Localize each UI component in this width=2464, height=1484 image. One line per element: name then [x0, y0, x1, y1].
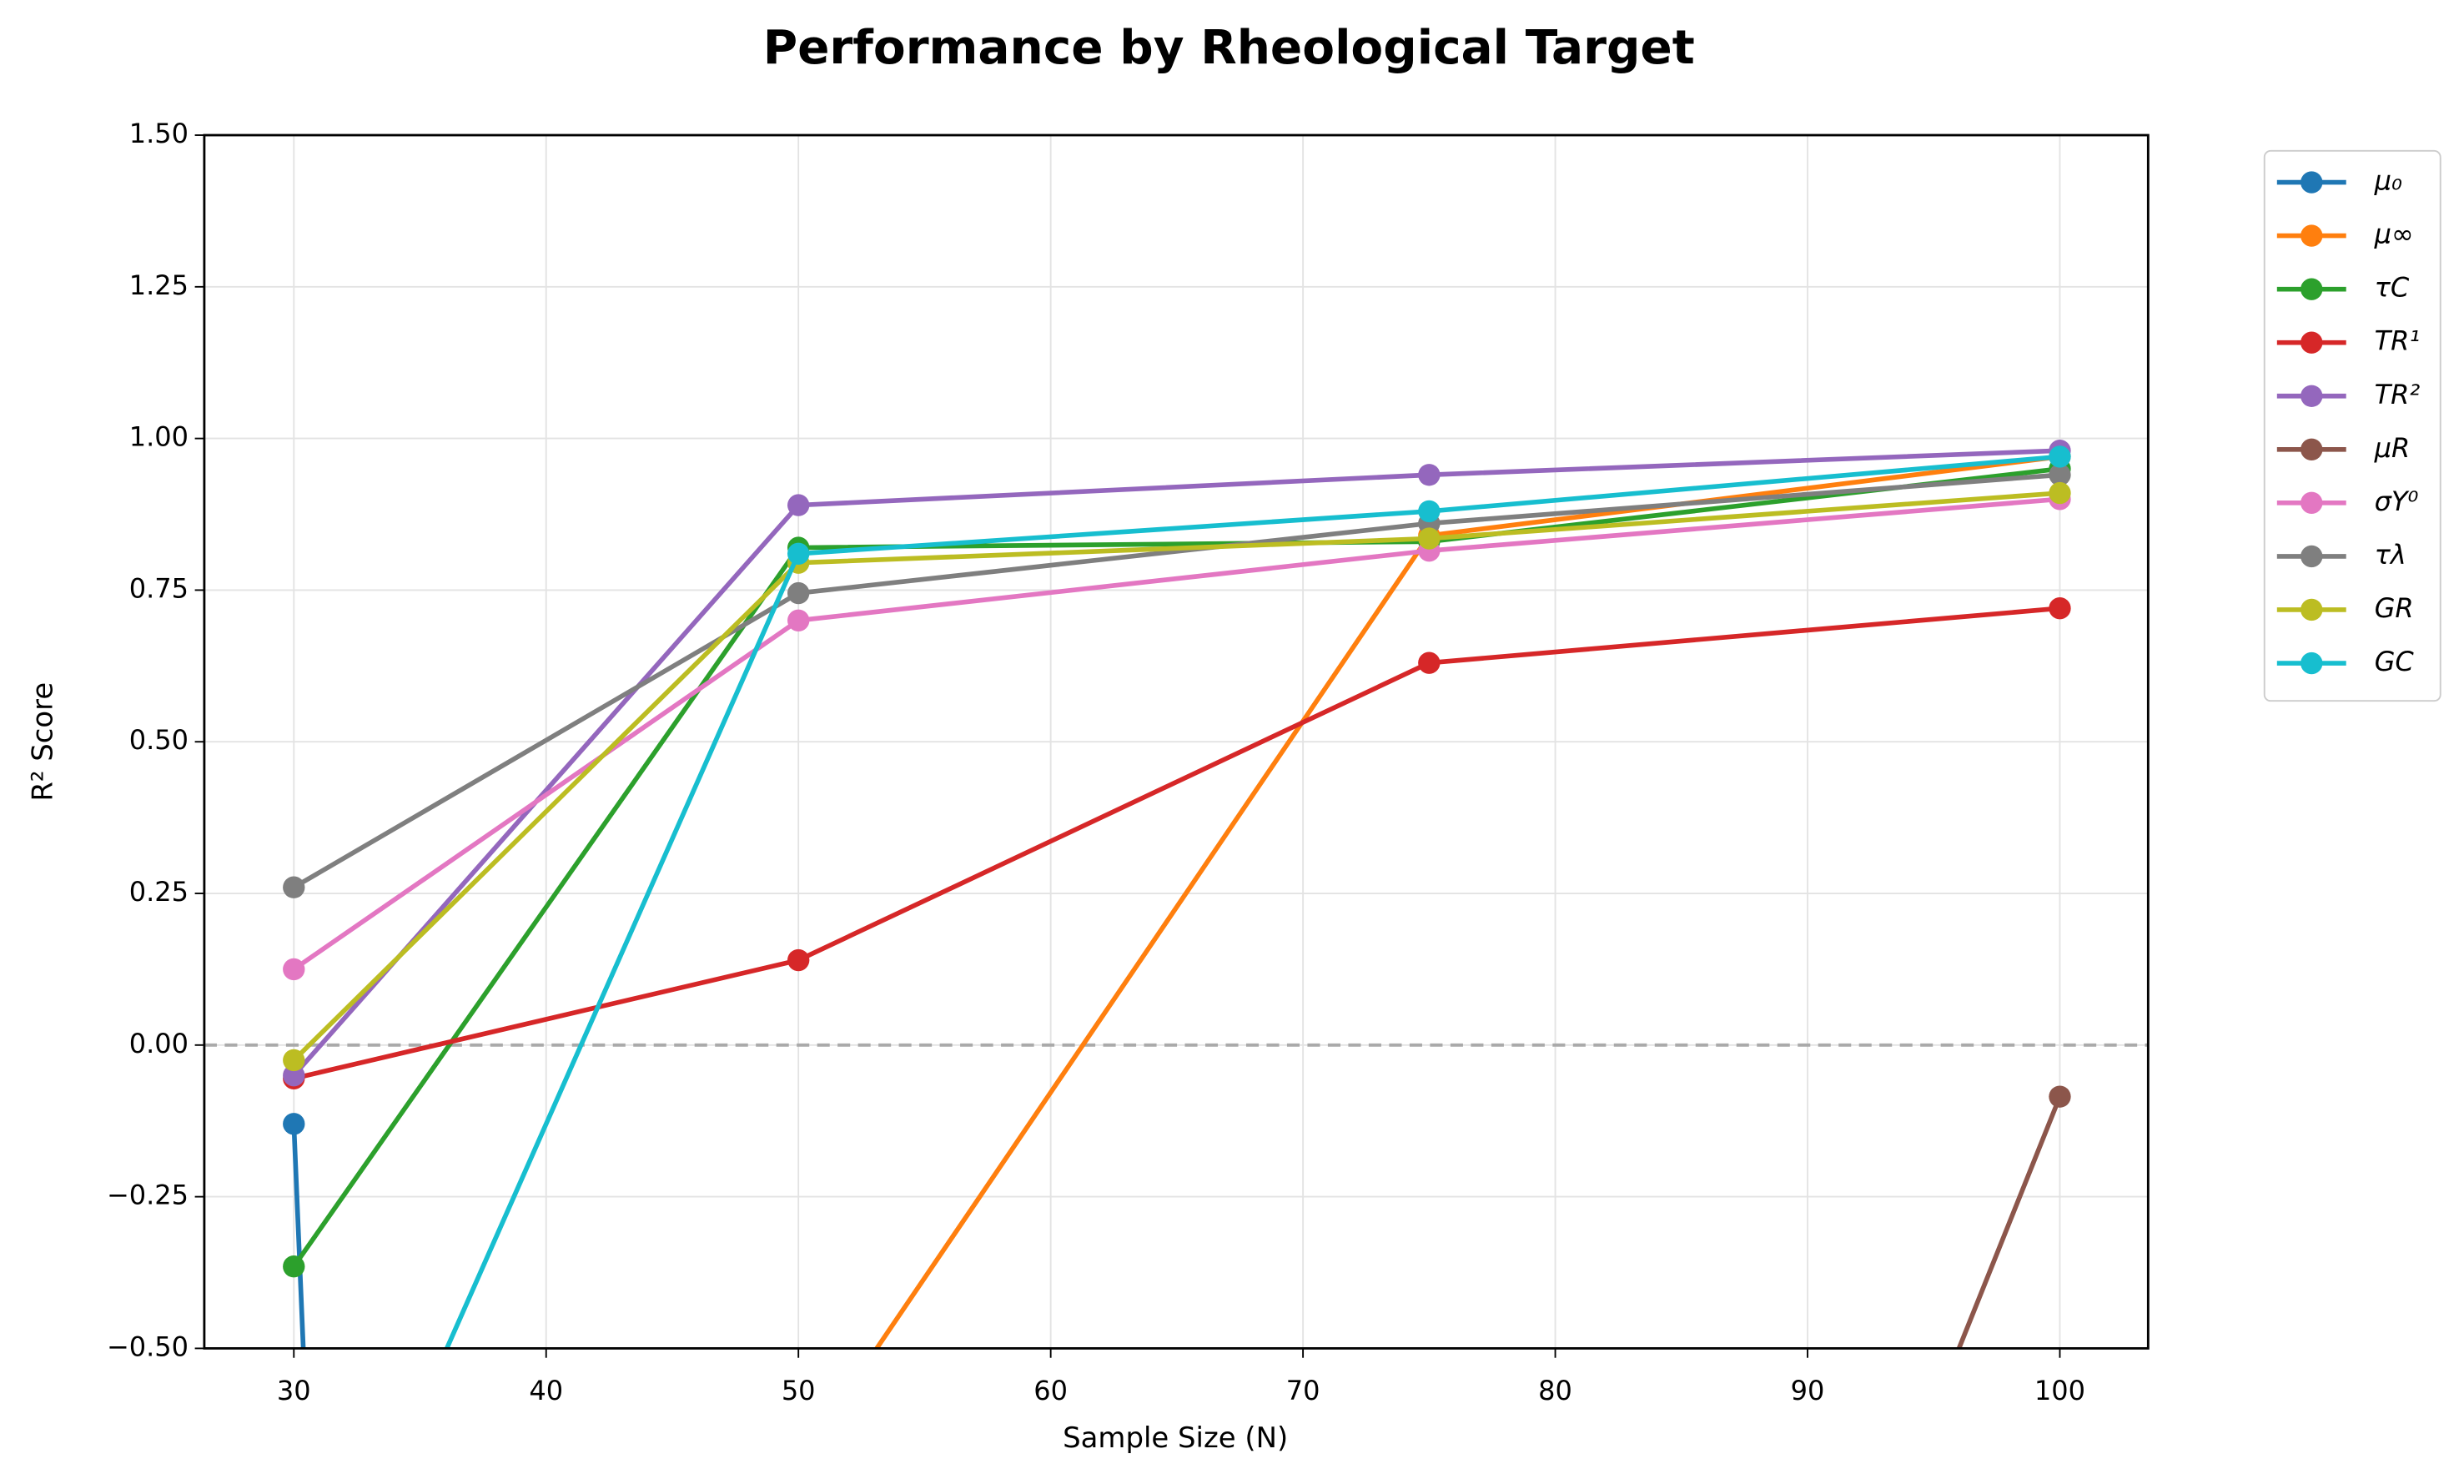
data-point — [1418, 651, 1441, 674]
data-point — [2049, 1085, 2071, 1108]
x-tick-label: 30 — [277, 1375, 311, 1406]
legend-label: τλ — [2375, 539, 2406, 571]
legend-marker — [2301, 224, 2323, 247]
y-tick-label: 0.00 — [129, 1028, 189, 1059]
y-tick-label: 1.50 — [129, 118, 189, 149]
y-tick-label: 1.25 — [129, 269, 189, 301]
legend-label: GC — [2375, 646, 2415, 677]
data-point — [1418, 500, 1441, 523]
legend-label: μ∞ — [2374, 219, 2414, 250]
x-tick-label: 50 — [782, 1375, 816, 1406]
x-tick-label: 90 — [1791, 1375, 1825, 1406]
y-tick-label: −0.25 — [107, 1180, 189, 1211]
plot-area — [283, 439, 2071, 1474]
legend-marker — [2301, 651, 2323, 675]
data-point — [283, 1113, 305, 1135]
data-point — [2049, 597, 2071, 620]
legend-label: μ₀ — [2374, 165, 2402, 197]
legend-marker — [2301, 331, 2323, 354]
legend-label: μR — [2374, 432, 2411, 464]
x-tick-label: 100 — [2034, 1375, 2085, 1406]
data-point — [283, 1049, 305, 1072]
data-point — [283, 1255, 305, 1278]
x-axis-label: Sample Size (N) — [1063, 1421, 1288, 1454]
data-point — [283, 876, 305, 898]
series-line — [873, 454, 2060, 1349]
series-line — [292, 496, 2060, 972]
data-point — [787, 948, 810, 972]
data-point — [1418, 464, 1441, 486]
legend-label: σY⁰ — [2375, 485, 2419, 517]
series-line — [444, 454, 2060, 1349]
series-line — [291, 466, 2060, 1268]
data-point — [2049, 445, 2071, 468]
legend-marker — [2301, 171, 2323, 194]
data-point — [1418, 527, 1441, 550]
data-point — [283, 958, 305, 981]
legend-marker — [2301, 545, 2323, 568]
series-line — [292, 490, 2060, 1063]
x-tick-label: 60 — [1033, 1375, 1068, 1406]
series-line — [292, 472, 2060, 890]
y-axis-label: R² Score — [26, 682, 58, 802]
data-point — [787, 609, 810, 631]
x-tick-label: 70 — [1286, 1375, 1320, 1406]
data-point — [787, 581, 810, 605]
data-point — [787, 542, 810, 565]
legend-marker — [2301, 278, 2323, 300]
series-line — [292, 448, 2060, 1078]
legend-label: GR — [2375, 592, 2414, 624]
legend-label: τC — [2375, 272, 2410, 304]
series-line — [293, 606, 2060, 1081]
y-tick-label: 0.50 — [129, 724, 189, 756]
x-tick-label: 80 — [1538, 1375, 1572, 1406]
data-point — [787, 494, 810, 516]
plot-frame — [203, 133, 2150, 1350]
legend-marker — [2301, 385, 2323, 407]
data-point — [2049, 464, 2071, 486]
legend-marker — [2301, 491, 2323, 515]
data-point — [283, 1064, 305, 1087]
y-tick-label: 0.25 — [129, 876, 189, 908]
legend-marker — [2301, 438, 2323, 460]
legend-label: TR¹ — [2375, 325, 2421, 357]
data-point — [787, 1452, 809, 1474]
chart-title: Performance by Rheological Target — [763, 21, 1695, 75]
y-tick-label: −0.50 — [107, 1331, 189, 1362]
data-point — [2049, 481, 2071, 505]
legend-label: TR² — [2375, 379, 2421, 410]
x-tick-label: 40 — [529, 1375, 563, 1406]
legend-marker — [2301, 598, 2323, 621]
y-tick-label: 1.00 — [129, 421, 189, 453]
y-tick-label: 0.75 — [129, 572, 189, 604]
